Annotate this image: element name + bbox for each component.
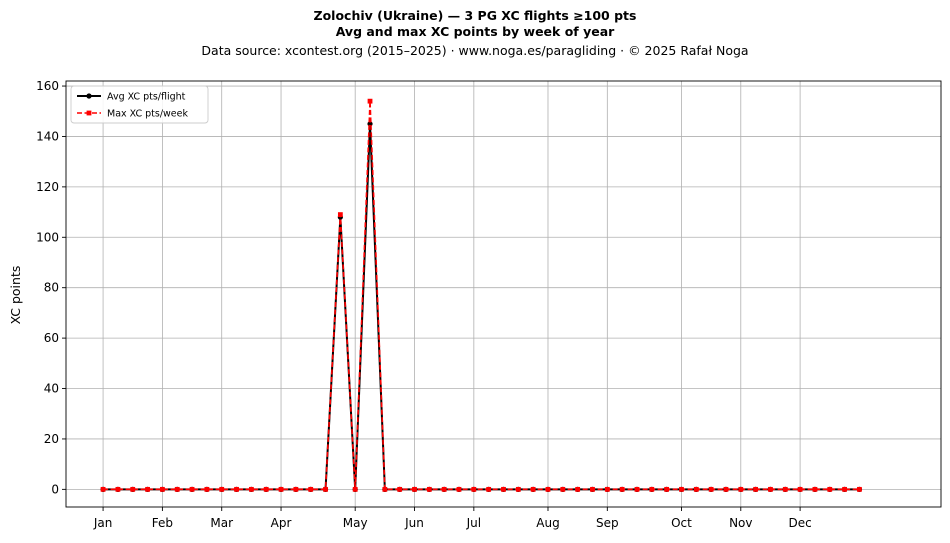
legend-label-max: Max XC pts/week xyxy=(107,109,188,120)
data-point xyxy=(456,486,462,492)
data-point xyxy=(708,486,714,492)
data-point xyxy=(723,486,729,492)
x-tick-label: Apr xyxy=(271,516,292,530)
legend-label-avg: Avg XC pts/flight xyxy=(107,92,186,103)
data-point xyxy=(278,486,284,492)
legend: Avg XC pts/flight Max XC pts/week xyxy=(70,85,209,124)
data-point xyxy=(441,486,447,492)
plot-frame xyxy=(65,80,942,508)
grid-layer xyxy=(66,81,941,507)
data-point xyxy=(768,486,773,492)
data-point xyxy=(812,486,818,492)
data-point xyxy=(248,486,254,492)
data-point xyxy=(130,486,136,492)
y-axis-label: XC points xyxy=(8,266,23,325)
data-point xyxy=(530,486,536,492)
series-avg xyxy=(100,121,863,492)
x-tick-label: Sep xyxy=(596,516,619,530)
y-tick-label: 100 xyxy=(36,230,59,244)
data-point xyxy=(797,486,803,492)
y-tick-label: 0 xyxy=(51,482,59,496)
data-point xyxy=(545,486,551,492)
data-point xyxy=(234,486,239,492)
data-point xyxy=(426,486,432,492)
y-tick-label: 140 xyxy=(36,129,59,143)
series-line xyxy=(103,122,860,491)
data-point xyxy=(412,486,417,492)
series-layer xyxy=(100,98,863,492)
data-point xyxy=(560,486,566,492)
x-tick-label: Oct xyxy=(671,516,692,530)
y-tick-label: 120 xyxy=(36,180,59,194)
data-point xyxy=(323,486,328,492)
data-point xyxy=(782,486,788,492)
x-tick-label: Dec xyxy=(788,516,811,530)
data-point xyxy=(738,486,744,492)
data-point xyxy=(337,212,343,217)
data-point xyxy=(649,486,655,492)
legend-marker-avg xyxy=(86,93,92,99)
data-point xyxy=(397,486,403,492)
series-line xyxy=(103,100,860,491)
y-tick-label: 80 xyxy=(44,281,59,295)
data-point xyxy=(501,486,506,492)
data-point xyxy=(753,486,759,492)
y-tick-label: 40 xyxy=(44,382,59,396)
x-tick-label: Jan xyxy=(93,516,113,530)
data-point xyxy=(590,486,595,492)
x-tick-label: Aug xyxy=(536,516,559,530)
data-point xyxy=(679,486,684,492)
data-point xyxy=(515,486,521,492)
series-max xyxy=(100,98,862,492)
data-point xyxy=(575,486,581,492)
data-point xyxy=(857,486,862,492)
data-point xyxy=(604,486,610,492)
chart-title-line1: Zolochiv (Ukraine) — 3 PG XC flights ≥10… xyxy=(314,8,637,23)
data-point xyxy=(115,486,121,492)
data-point xyxy=(293,486,299,492)
y-tick-label: 60 xyxy=(44,331,59,345)
data-point xyxy=(619,486,625,492)
x-tick-label: May xyxy=(343,516,368,530)
chart-subtitle: Data source: xcontest.org (2015–2025) · … xyxy=(201,43,748,58)
data-point xyxy=(263,486,269,492)
data-point xyxy=(486,486,492,492)
data-point xyxy=(382,486,388,492)
data-point xyxy=(664,486,670,492)
data-point xyxy=(471,486,477,492)
data-point xyxy=(145,486,150,492)
chart-title-line2: Avg and max XC points by week of year xyxy=(336,24,615,39)
data-point xyxy=(174,486,180,492)
data-point xyxy=(100,486,106,492)
data-point xyxy=(189,486,195,492)
data-point xyxy=(827,486,833,492)
tick-layer: 0 20 40 60 80 100 120 140 160 Jan Feb Mar Apr May Jun J… xyxy=(36,79,812,530)
y-tick-label: 20 xyxy=(44,432,59,446)
data-point xyxy=(308,486,314,492)
data-point xyxy=(352,486,358,492)
x-tick-label: Nov xyxy=(729,516,752,530)
data-point xyxy=(634,486,640,492)
x-tick-label: Jun xyxy=(404,516,424,530)
legend-box xyxy=(70,85,209,124)
data-point xyxy=(159,486,165,492)
y-tick-label: 160 xyxy=(36,79,59,93)
x-tick-label: Mar xyxy=(210,516,233,530)
x-tick-label: Jul xyxy=(466,516,481,530)
legend-marker-max xyxy=(86,110,92,116)
data-point xyxy=(204,486,210,492)
data-point xyxy=(842,486,848,492)
data-point xyxy=(219,486,225,492)
data-point xyxy=(367,98,373,104)
data-point xyxy=(693,486,699,492)
x-tick-label: Feb xyxy=(152,516,173,530)
